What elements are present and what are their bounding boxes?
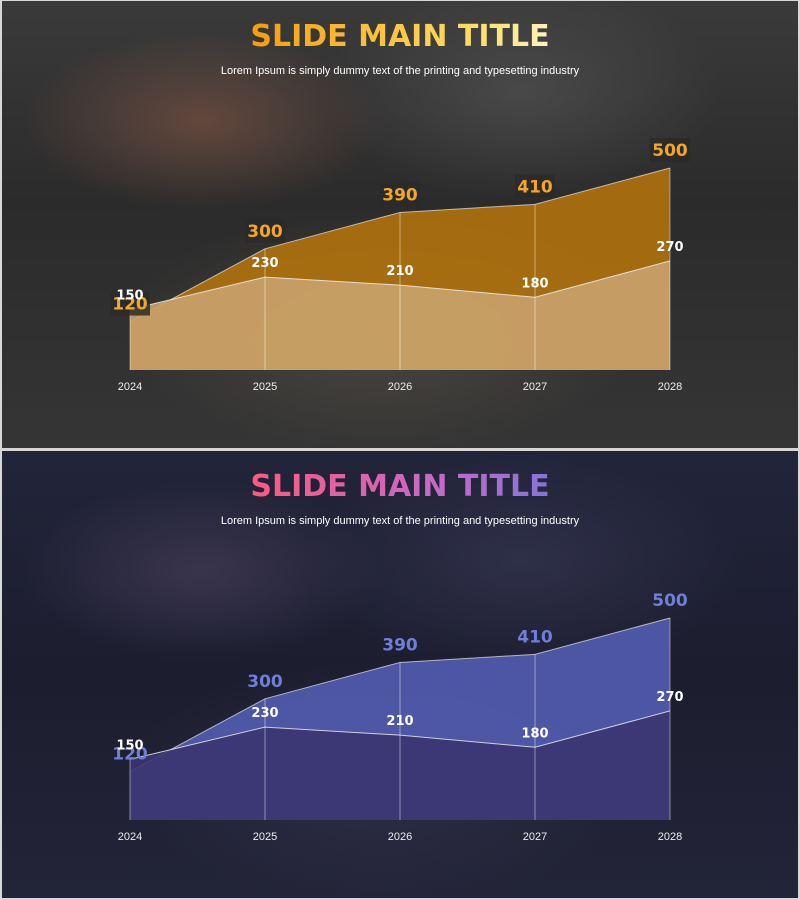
- data-label-a: 120: [112, 295, 148, 315]
- series-line-a: [129, 167, 671, 322]
- slide-subtitle: Lorem Ipsum is simply dummy text of the …: [220, 65, 580, 77]
- slide-title: SLIDE MAIN TITLE: [2, 19, 798, 54]
- slide-1: SLIDE MAIN TITLE Lorem Ipsum is simply d…: [2, 1, 798, 448]
- x-tick-label: 2024: [118, 831, 142, 843]
- data-label-b: 230: [251, 256, 278, 271]
- x-tick-label: 2024: [118, 381, 142, 393]
- data-label-b: 270: [656, 240, 683, 255]
- x-tick-label: 2027: [523, 381, 547, 393]
- data-label-a: 410: [517, 627, 553, 647]
- data-label-box: [650, 138, 690, 162]
- data-label-b: 210: [386, 264, 413, 279]
- data-label-b: 180: [521, 726, 548, 741]
- data-label-b: 150: [116, 288, 143, 303]
- data-label-b: 180: [521, 276, 548, 291]
- data-label-b: 150: [116, 738, 143, 753]
- data-label-a: 390: [382, 635, 418, 655]
- slide-title: SLIDE MAIN TITLE: [2, 469, 798, 504]
- data-label-a: 300: [247, 672, 283, 692]
- x-tick-label: 2027: [523, 831, 547, 843]
- data-label-a: 500: [652, 591, 688, 611]
- series-line-a: [129, 617, 671, 772]
- area-chart: 2024 2025 2026 2027 2028 120 300 390 410 500 150 23…: [110, 138, 690, 393]
- data-label-box: [380, 182, 420, 207]
- data-label-a: 120: [112, 745, 148, 765]
- x-tick-label: 2026: [388, 831, 412, 843]
- data-label-box: [110, 291, 150, 316]
- data-label-b: 230: [251, 706, 278, 721]
- slide-2: SLIDE MAIN TITLE Lorem Ipsum is simply d…: [2, 451, 798, 898]
- x-tick-label: 2026: [388, 381, 412, 393]
- x-tick-label: 2028: [658, 831, 682, 843]
- series-area-b: [130, 260, 670, 370]
- data-label-a: 300: [247, 222, 283, 242]
- x-tick-label: 2025: [253, 831, 277, 843]
- data-label-a: 390: [382, 185, 418, 205]
- data-label-a: 500: [652, 141, 688, 161]
- series-area-b: [130, 710, 670, 820]
- series-line-b: [129, 710, 671, 760]
- series-line-b: [129, 260, 671, 310]
- x-tick-label: 2025: [253, 381, 277, 393]
- data-label-b: 270: [656, 690, 683, 705]
- area-chart: 2024 2025 2026 2027 2028 120 300 390 410 500 150 23…: [112, 591, 688, 843]
- data-label-box: [245, 218, 285, 243]
- x-tick-label: 2028: [658, 381, 682, 393]
- data-label-a: 410: [517, 177, 553, 197]
- slide-subtitle: Lorem Ipsum is simply dummy text of the …: [220, 515, 580, 527]
- data-label-b: 210: [386, 714, 413, 729]
- data-label-box: [515, 174, 555, 199]
